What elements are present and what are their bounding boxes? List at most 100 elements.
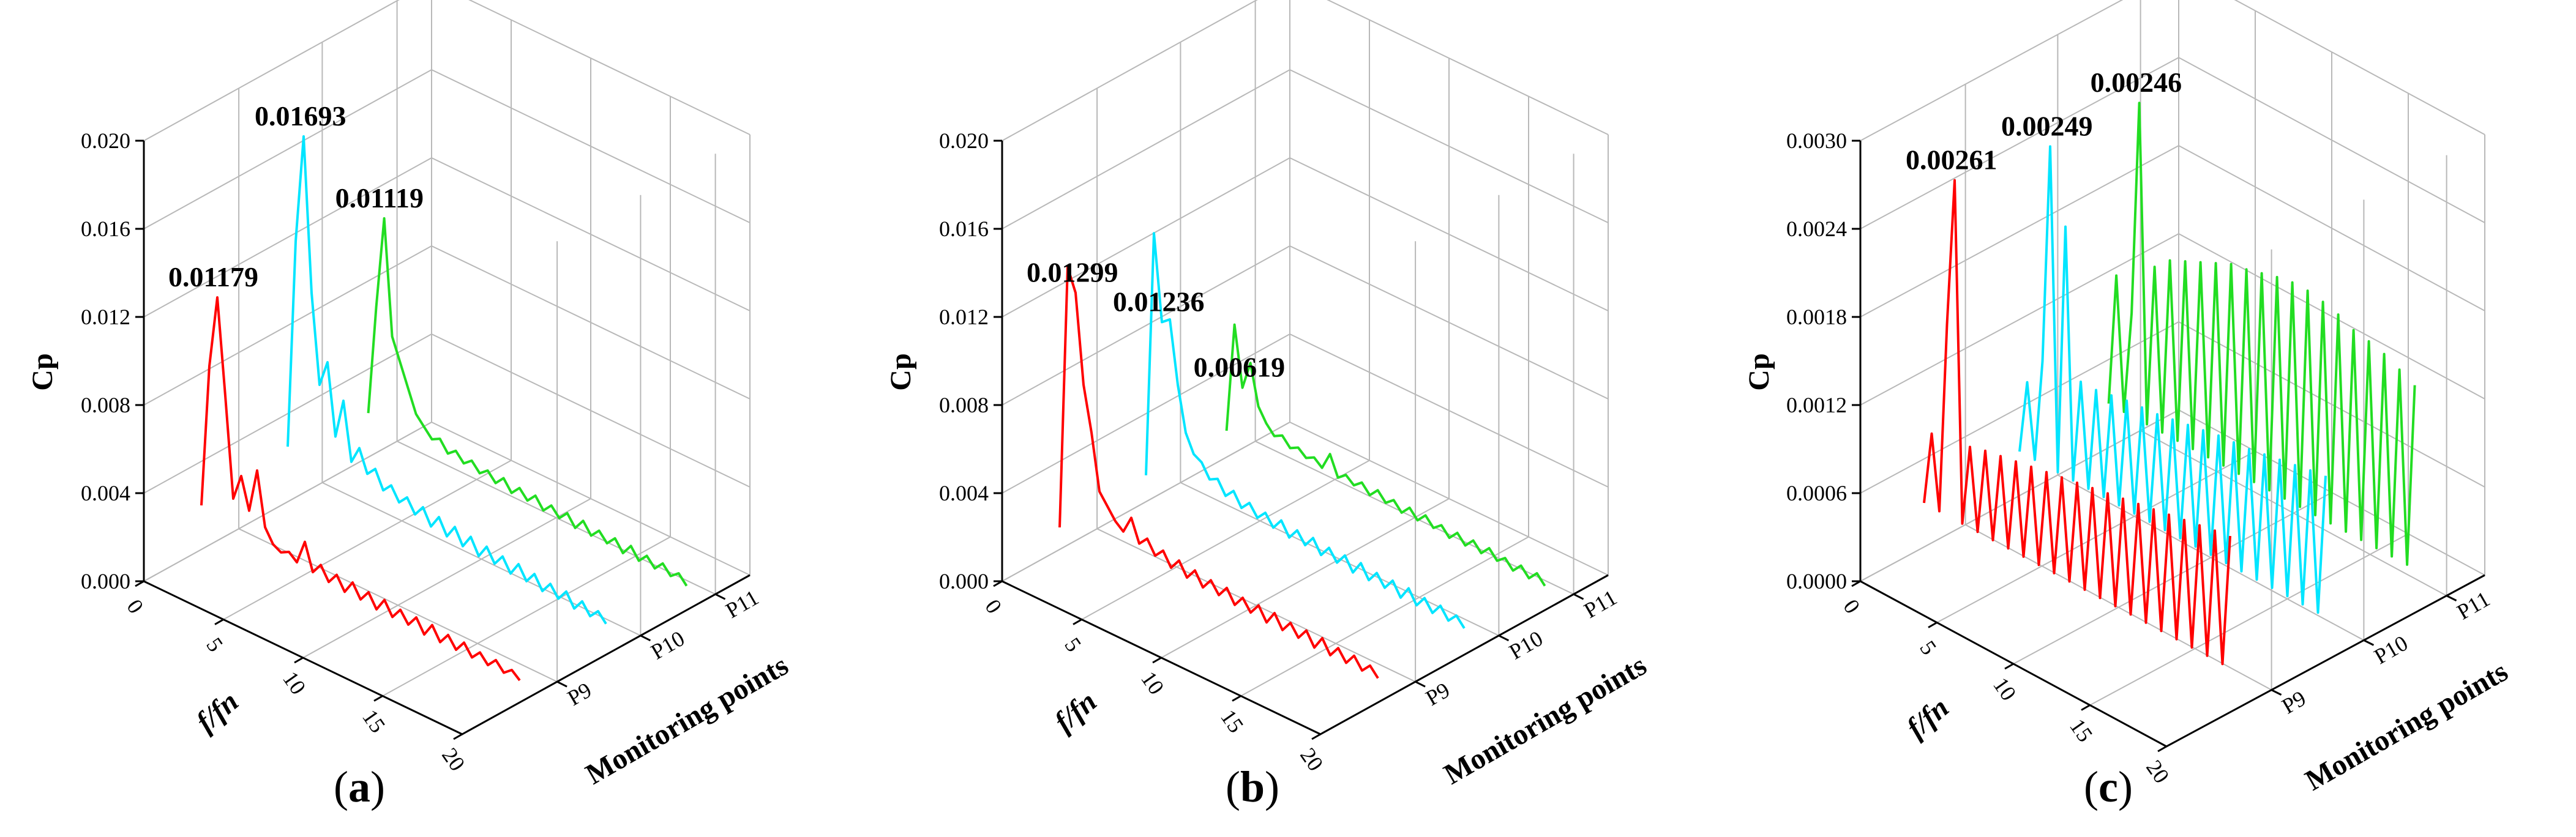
- grid-line-y: [1860, 0, 2485, 141]
- grid-line-depth: [1254, 1, 1574, 595]
- x-tick-mark: [373, 695, 383, 702]
- x-tick-mark: [1152, 657, 1162, 664]
- y-tick-label: 0.020: [939, 128, 989, 153]
- y-tick-label: 0.008: [939, 393, 989, 417]
- x-tick-label: 0: [1838, 595, 1865, 618]
- series-line-p11: [2107, 102, 2416, 566]
- x-tick-mark: [214, 619, 224, 625]
- peak-label-p11: 0.00619: [1194, 352, 1286, 383]
- x-tick-label: 10: [1988, 673, 2021, 705]
- x-tick-label: 20: [2141, 756, 2174, 787]
- chart-panel-a: 0.01119 0.01693 0.01179 0.000 0.004 0.008 0.01…: [0, 0, 858, 837]
- grid-line-x: [1161, 58, 1450, 658]
- x-tick-mark: [1232, 695, 1241, 702]
- depth-axis-label: Monitoring points: [2300, 655, 2514, 797]
- x-ticks-c: 0 5 10 15 20: [1838, 580, 2174, 787]
- chart-svg-c: 0.002460.002490.002610.00000.00060.00120…: [1743, 0, 2514, 797]
- y-tick-label: 0.0024: [1786, 217, 1847, 241]
- series-line-p11: [1225, 323, 1546, 587]
- grid-c: [1860, 0, 2485, 747]
- y-tick-label: 0.020: [81, 128, 130, 153]
- grid-line-x: [1081, 20, 1370, 620]
- grid-line-depth: [1964, 84, 2272, 691]
- x-tick-label: 5: [1060, 633, 1086, 657]
- depth-tick-label: P10: [2370, 631, 2412, 669]
- depth-tick-label: P11: [722, 585, 763, 623]
- grid-line-x: [1240, 96, 1529, 697]
- x-tick-mark: [2157, 745, 2167, 753]
- y-tick-label: 0.004: [81, 481, 130, 505]
- depth-tick-mark: [2363, 639, 2375, 646]
- y-axis-label: Cp: [1743, 353, 1775, 390]
- grid-line-depth: [2057, 34, 2365, 642]
- peak-label-p10: 0.01236: [1113, 286, 1205, 318]
- panel-caption-c: (c): [2084, 762, 2133, 811]
- grid-line-y: [143, 0, 751, 141]
- x-ticks-b: 0 5 10 15 20: [980, 580, 1328, 775]
- grid-line-depth: [1180, 42, 1500, 637]
- grid-line-y: [143, 421, 751, 582]
- grid-line-y: [143, 333, 751, 494]
- depth-tick-mark: [2271, 689, 2282, 696]
- y-tick-label: 0.004: [939, 481, 989, 505]
- peak-label-p10: 0.01693: [255, 100, 346, 132]
- depth-tick-mark: [1415, 680, 1426, 688]
- panel-caption-letter-b: b: [1240, 762, 1265, 811]
- depth-tick-mark: [714, 593, 726, 600]
- y-axis-label: Cp: [885, 353, 917, 390]
- series-line-p9: [200, 296, 521, 682]
- depth-tick-mark: [556, 680, 567, 688]
- y-tick-label: 0.000: [939, 569, 989, 593]
- series-line-p10: [286, 135, 607, 625]
- series-line-p11: [367, 217, 688, 587]
- peak-label-p11: 0.00246: [2091, 67, 2182, 98]
- x-tick-mark: [294, 657, 304, 664]
- chart-panel-b: 0.00619 0.01236 0.01299 0.000 0.004 0.008 0.01…: [858, 0, 1717, 837]
- y-tick-label: 0.008: [81, 393, 130, 417]
- depth-tick-label: P11: [2453, 587, 2494, 625]
- x-tick-mark: [2004, 663, 2014, 670]
- grid-line-x: [462, 135, 751, 735]
- series-line-p10: [1145, 232, 1466, 629]
- grid-line-depth: [1096, 88, 1417, 683]
- x-tick-mark: [453, 733, 463, 740]
- y-tick-label: 0.0000: [1786, 569, 1847, 593]
- peak-label-p10: 0.00249: [2001, 110, 2093, 141]
- x-tick-mark: [993, 580, 1003, 587]
- x-tick-mark: [1311, 733, 1321, 740]
- x-tick-mark: [135, 580, 144, 587]
- x-tick-mark: [1928, 622, 1938, 628]
- depth-tick-label: P9: [2278, 686, 2310, 719]
- x-tick-label: 5: [201, 633, 228, 657]
- panel-caption-b: (b): [1226, 762, 1280, 811]
- depth-tick-label: P10: [646, 626, 689, 664]
- y-axis-label: Cp: [26, 353, 59, 390]
- grid-line-x: [2089, 93, 2409, 706]
- peak-label-p9: 0.01299: [1027, 257, 1118, 288]
- x-tick-label: 10: [278, 667, 310, 699]
- depth-tick-mark: [640, 634, 651, 642]
- chart-panel-c: 0.00246 0.00249 0.00261 0.0000 0.0006 0.0012 0…: [1717, 0, 2576, 837]
- x-axis-label: f/fn: [1048, 685, 1103, 738]
- depth-tick-label: P9: [563, 677, 596, 710]
- x-tick-label: 0: [122, 595, 148, 618]
- x-tick-label: 5: [1915, 636, 1941, 660]
- chart-svg-a: 0.01119 0.01693 0.01179 0.000 0.004 0.008 0.01…: [26, 0, 794, 791]
- x-tick-label: 15: [2065, 714, 2097, 746]
- x-tick-mark: [1851, 580, 1861, 587]
- series-line-p9: [1923, 179, 2231, 666]
- x-axis-label: f/fn: [1900, 691, 1955, 745]
- grid-line-y: [143, 157, 751, 318]
- grid-line-x: [2166, 135, 2485, 747]
- grid-line-y: [1002, 157, 1609, 318]
- peak-label-p9: 0.01179: [168, 261, 258, 292]
- grid-line-x: [143, 0, 432, 582]
- grid-line-x: [382, 96, 671, 697]
- depth-tick-mark: [1498, 634, 1510, 642]
- depth-tick-mark: [2446, 595, 2457, 601]
- series-line-p9: [1058, 266, 1379, 679]
- x-tick-label: 0: [980, 595, 1006, 618]
- y-ticks-b: 0.000 0.004 0.008 0.012 0.016 0.020: [939, 128, 1002, 593]
- grid-line-depth: [321, 42, 642, 637]
